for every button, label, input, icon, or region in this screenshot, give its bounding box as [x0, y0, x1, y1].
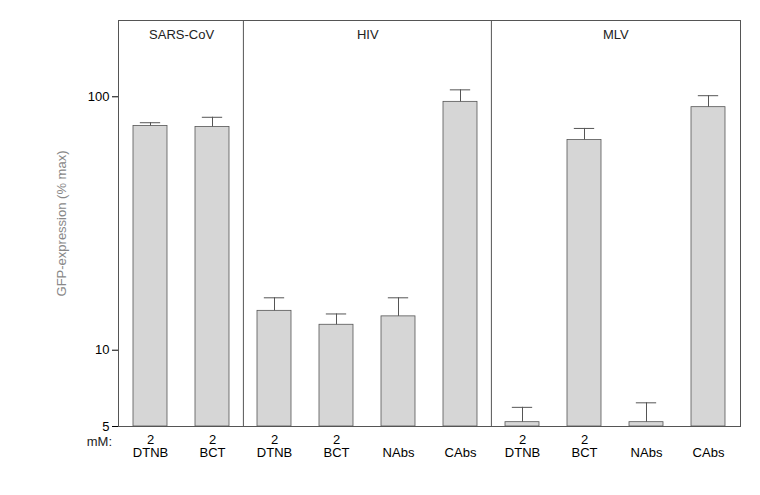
svg-text:HIV: HIV: [357, 27, 379, 42]
svg-text:GFP-expression (% max): GFP-expression (% max): [54, 151, 69, 297]
svg-text:NAbs: NAbs: [383, 445, 415, 460]
svg-text:mM:: mM:: [87, 434, 112, 449]
svg-text:2DTNB: 2DTNB: [257, 432, 292, 460]
svg-text:SARS-CoV: SARS-CoV: [149, 27, 214, 42]
svg-text:2BCT: 2BCT: [324, 432, 350, 460]
svg-text:2DTNB: 2DTNB: [505, 432, 540, 460]
svg-text:2DTNB: 2DTNB: [133, 432, 168, 460]
svg-text:5: 5: [102, 419, 109, 434]
svg-text:2BCT: 2BCT: [200, 432, 226, 460]
svg-text:100: 100: [88, 89, 110, 104]
svg-text:NAbs: NAbs: [631, 445, 663, 460]
svg-text:CAbs: CAbs: [445, 445, 477, 460]
svg-text:CAbs: CAbs: [693, 445, 725, 460]
svg-text:2BCT: 2BCT: [572, 432, 598, 460]
svg-text:MLV: MLV: [603, 27, 629, 42]
svg-text:10: 10: [95, 342, 109, 357]
